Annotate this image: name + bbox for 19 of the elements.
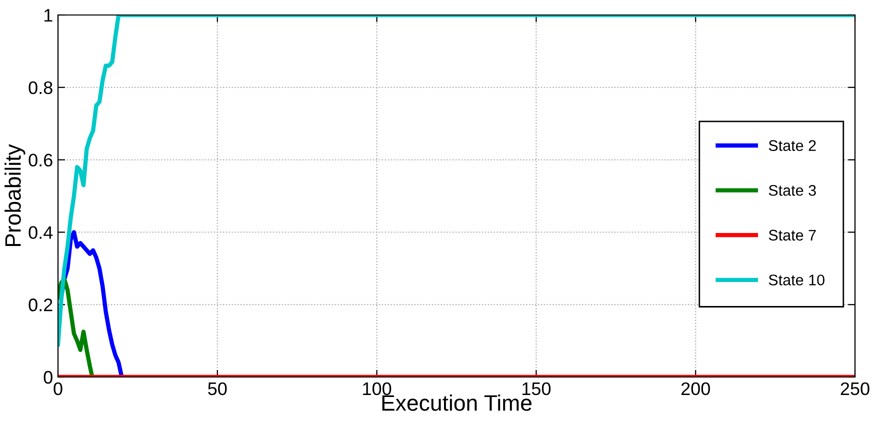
y-tick-label: 0 bbox=[44, 370, 52, 384]
legend-label: State 10 bbox=[768, 274, 824, 286]
y-tick-label: 0.6 bbox=[28, 154, 52, 167]
x-axis-title: Execution Time bbox=[382, 394, 532, 411]
y-tick-label: 0.2 bbox=[28, 298, 52, 312]
x-tick-label: 200 bbox=[681, 382, 710, 396]
legend-label: State 7 bbox=[768, 230, 816, 241]
y-axis-title: Probability bbox=[4, 144, 26, 246]
x-tick-label: 0 bbox=[54, 382, 62, 396]
y-tick-label: 0.4 bbox=[28, 226, 53, 239]
y-tick-label: 1 bbox=[44, 9, 52, 22]
y-tick-label: 0.8 bbox=[28, 81, 52, 94]
line-series bbox=[58, 277, 94, 376]
x-tick-label: 50 bbox=[208, 382, 227, 396]
legend-label: State 2 bbox=[768, 140, 816, 152]
legend-label: State 3 bbox=[768, 184, 816, 196]
x-tick-label: 100 bbox=[363, 382, 392, 396]
x-tick-label: 250 bbox=[840, 382, 870, 396]
x-tick-label: 150 bbox=[522, 382, 551, 396]
